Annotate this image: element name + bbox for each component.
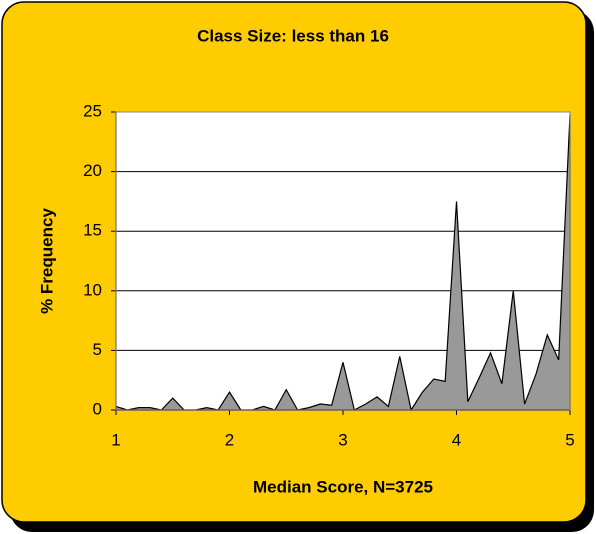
x-tick-label: 2 — [225, 430, 234, 449]
x-tick-label: 5 — [565, 430, 574, 449]
y-tick-label: 25 — [83, 101, 102, 120]
chart-title: Class Size: less than 16 — [197, 26, 389, 45]
x-tick-label: 3 — [338, 430, 347, 449]
x-tick-label: 4 — [452, 430, 461, 449]
plot-area — [116, 112, 570, 410]
y-axis-label: % Frequency — [37, 208, 56, 314]
y-tick-label: 20 — [83, 161, 102, 180]
x-axis-label: Median Score, N=3725 — [253, 477, 433, 496]
x-tick-label: 1 — [111, 430, 120, 449]
plot-border — [115, 111, 571, 411]
y-tick-label: 10 — [83, 280, 102, 299]
y-tick-label: 15 — [83, 221, 102, 240]
y-tick-label: 5 — [93, 340, 102, 359]
y-tick-label: 0 — [93, 399, 102, 418]
